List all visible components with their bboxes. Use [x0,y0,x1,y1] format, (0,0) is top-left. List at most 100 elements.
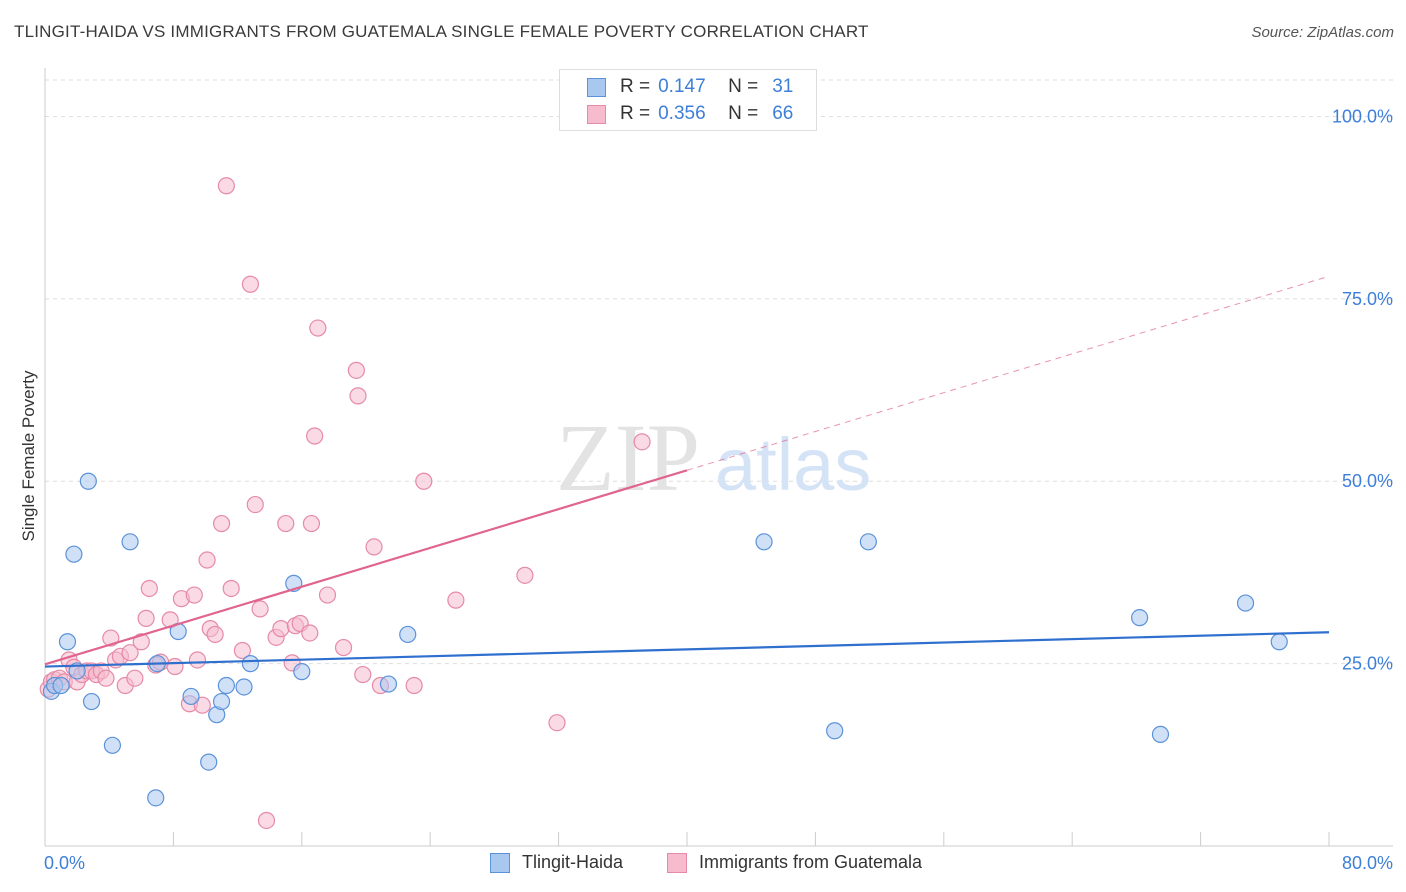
n-label: N = [728,76,759,97]
guatemala-point [415,472,433,490]
guatemala-point [233,641,252,660]
guatemala-point [193,696,211,714]
guatemala-point [257,811,276,830]
n-label: N = [728,103,759,124]
guatemala-point [102,629,120,647]
tlingit-point [293,663,311,681]
x-tick-label: 80.0% [1342,853,1393,873]
guatemala-point [633,433,651,451]
legend-item-guatemala[interactable]: Immigrants from Guatemala [667,852,922,873]
legend-swatch-guatemala [667,852,687,873]
legend-label-tlingit: Tlingit-Haida [522,852,624,872]
tlingit-point [79,472,97,490]
tlingit-point [200,753,218,771]
guatemala-point [447,591,465,609]
axes [44,68,1393,847]
guatemala-point [548,714,566,732]
guatemala-point [272,620,290,638]
guatemala-swatch [587,104,606,124]
guatemala-point [349,387,367,405]
tlingit-point [379,675,398,693]
tlingit-point [65,545,83,563]
tlingit-point [235,678,253,696]
stats-row-tlingit: R = 0.147 N = 31 [560,74,793,100]
guatemala-point [206,625,224,644]
guatemala-point [251,600,269,618]
guatemala-point [246,495,264,514]
tlingit-point [1270,633,1288,651]
tlingit-point [103,736,122,754]
guatemala-point [161,611,179,629]
guatemala-point [140,579,158,598]
y-axis-label: Single Female Poverty [19,370,38,542]
stats-legend: R = 0.147 N = 31 R = 0.356 N = 66 [559,69,817,131]
tlingit-point [755,533,773,551]
tlingit-point [217,676,235,695]
tlingit-trend-line [44,631,1330,668]
guatemala-point [354,665,372,684]
guatemala-point [347,361,365,379]
y-tick-label: 25.0% [1342,654,1393,674]
tlingit-point [52,676,70,695]
guatemala-point [302,514,321,533]
guatemala-point [185,586,203,604]
tlingit-point [121,533,139,551]
x-tick-label: 0.0% [44,853,85,873]
series-legend: Tlingit-Haida Immigrants from Guatemala [0,852,1406,878]
tlingit-point [58,633,77,651]
guatemala-point [137,609,155,627]
guatemala-point [212,514,231,533]
stats-row-guatemala: R = 0.356 N = 66 [560,101,793,127]
guatemala-point [121,644,139,662]
guatemala-point [405,676,423,695]
legend-label-guatemala: Immigrants from Guatemala [699,852,923,872]
tlingit-point [1236,594,1255,612]
tlingit-point [859,533,877,551]
guatemala-point [188,651,207,669]
trend-lines [44,275,1330,668]
guatemala-point [132,633,150,651]
guatemala-point [516,566,534,584]
r-value: 0.356 [658,103,706,124]
guatemala-point [166,657,184,676]
source-label: Source: ZipAtlas.com [1251,24,1394,41]
tlingit-point [241,655,260,673]
n-value: 31 [772,76,794,97]
watermark-atlas: atlas [715,423,871,506]
tlingit-point [147,789,165,807]
guatemala-point [217,177,235,195]
watermark: ZIP atlas [556,404,871,511]
guatemala-point [301,624,319,642]
legend-swatch-tlingit [490,852,510,873]
r-label: R = [620,76,651,97]
guatemala-point [334,638,353,657]
guatemala-point [97,669,115,687]
y-tick-label: 75.0% [1342,289,1393,309]
y-tick-label: 50.0% [1342,471,1393,491]
guatemala-point [222,579,240,598]
y-tick-label: 100.0% [1332,106,1393,126]
series-tlingit-points [42,472,1288,807]
legend-item-tlingit[interactable]: Tlingit-Haida [490,852,623,873]
tlingit-point [182,687,200,706]
gridlines [45,79,1393,665]
guatemala-point [318,586,337,604]
chart-title: TLINGIT-HAIDA VS IMMIGRANTS FROM GUATEMA… [14,22,869,41]
r-value: 0.147 [658,76,706,97]
tlingit-point [68,662,86,680]
r-label: R = [620,103,651,124]
tlingit-point [399,625,417,644]
tlingit-point [1131,609,1149,627]
tlingit-point [82,692,101,711]
watermark-zip: ZIP [556,404,700,511]
tlingit-point [1151,725,1170,743]
guatemala-point [126,669,144,687]
guatemala-point [198,551,216,569]
guatemala-point [309,319,327,337]
guatemala-trend-line [44,469,688,666]
guatemala-point [365,538,383,556]
tlingit-point [826,722,844,740]
tlingit-swatch [587,77,606,97]
tick-labels: 25.0% 50.0% 75.0% 100.0% 0.0% 80.0% [44,106,1393,873]
